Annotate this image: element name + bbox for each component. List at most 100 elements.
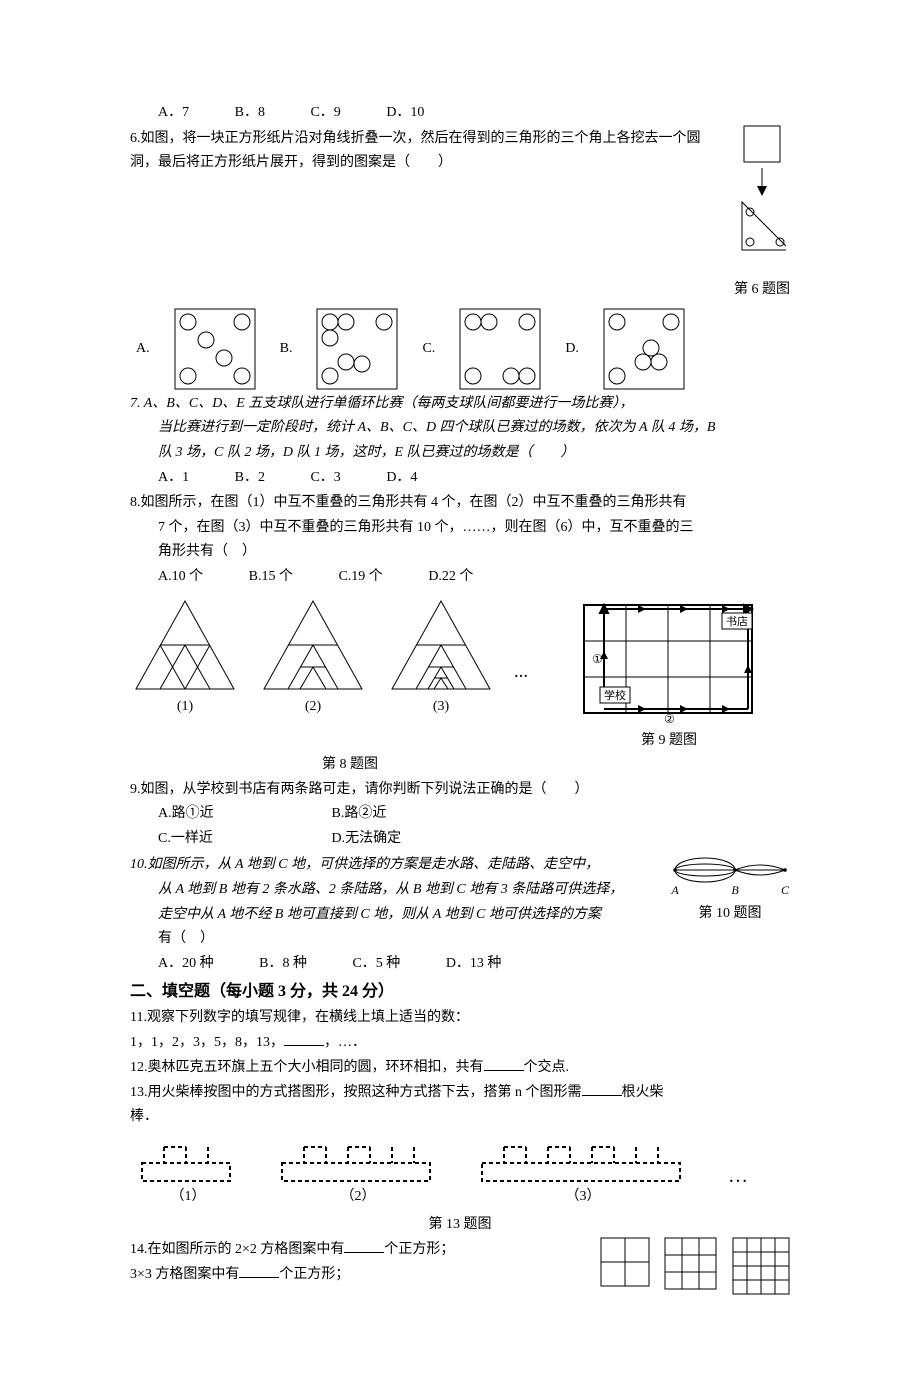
q6-block: 6.如图，将一块正方形纸片沿对角线折叠一次，然后在得到的三角形的三个角上各挖去一…: [130, 126, 790, 302]
q5-opt-b: B．8: [235, 101, 265, 125]
svg-text:C: C: [781, 883, 790, 897]
q8-l1: 8.如图所示，在图（1）中互不重叠的三角形共有 4 个，在图（2）中互不重叠的三…: [130, 491, 790, 515]
q10-opt-c: C．5 种: [352, 952, 400, 976]
q13-caption: 第 13 题图: [130, 1213, 790, 1237]
q9-caption: 第 9 题图: [641, 729, 697, 753]
q6-fig-c: [459, 308, 541, 390]
q13-sub3: （3）: [566, 1185, 601, 1209]
svg-text:②: ②: [664, 712, 675, 725]
q9-opt-a: A.路①近: [158, 802, 328, 826]
q8-fig2: (2): [258, 595, 368, 719]
q9-opt-c: C.一样近: [158, 827, 328, 851]
q14-grid-2: [600, 1237, 650, 1287]
q9-figure: 书店 学校 ① ② 第 9 题图: [574, 595, 764, 753]
q8-l3: 角形共有（ ）: [130, 540, 790, 564]
q8-dots: …: [514, 662, 528, 686]
q13-p1: 13.用火柴棒按图中的方式搭图形，按照这种方式搭下去，搭第 n 个图形需: [130, 1085, 582, 1100]
q8-options: A.10 个 B.15 个 C.19 个 D.22 个: [130, 565, 790, 589]
q13-l2: 棒．: [130, 1105, 790, 1129]
q10-options: A．20 种 B．8 种 C．5 种 D．13 种: [130, 952, 662, 976]
q6-options-figures: A. B. C. D.: [136, 308, 790, 390]
svg-text:①: ①: [592, 652, 603, 666]
q14-block: 14.在如图所示的 2×2 方格图案中有个正方形； 3×3 方格图案中有个正方形…: [130, 1237, 790, 1295]
q8-fig1: (1): [130, 595, 240, 719]
q8-opt-b: B.15 个: [249, 565, 293, 589]
q13-sub2: （2）: [341, 1185, 376, 1209]
q11-l1: 11.观察下列数字的填写规律，在横线上填上适当的数：: [130, 1006, 790, 1030]
q10-figure: A B C: [670, 852, 790, 898]
q8-l2: 7 个，在图（3）中互不重叠的三角形共有 10 个，……，则在图（6）中，互不重…: [130, 516, 790, 540]
q5-opt-c: C．9: [310, 101, 340, 125]
q11-l2: 1，1，2，3，5，8，13， ，…．: [130, 1031, 790, 1055]
q9-text: 9.如图，从学校到书店有两条路可走，请你判断下列说法正确的是（ ）: [130, 778, 790, 802]
q14-l1: 14.在如图所示的 2×2 方格图案中有 个正方形；: [130, 1238, 600, 1262]
q14-grid-4: [732, 1237, 790, 1295]
q14-blank1: [344, 1238, 384, 1253]
q14-p3: 3×3 方格图案中有: [130, 1267, 239, 1282]
q13-dots: …: [728, 1159, 748, 1193]
svg-text:书店: 书店: [726, 614, 748, 628]
q7-opt-c: C．3: [310, 466, 340, 490]
q13-fig3: [478, 1143, 688, 1185]
q6-text: 6.如图，将一块正方形纸片沿对角线折叠一次，然后在得到的三角形的三个角上各挖去一…: [130, 127, 724, 175]
q12-blank: [484, 1056, 524, 1071]
q7-l3: 队 3 场，C 队 2 场，D 队 1 场，这时，E 队已赛过的场数是（ ）: [130, 441, 790, 465]
q10-opt-d: D．13 种: [446, 952, 502, 976]
q6-label-d: D.: [565, 337, 579, 361]
q14-p2: 个正方形；: [384, 1242, 454, 1257]
q12-p1: 12.奥林匹克五环旗上五个大小相同的圆，环环相扣，共有: [130, 1060, 484, 1075]
q10-l1: 10.如图所示，从 A 地到 C 地，可供选择的方案是走水路、走陆路、走空中，: [130, 853, 662, 877]
q9-opts-row1: A.路①近 B.路②近: [130, 802, 790, 826]
svg-text:A: A: [670, 883, 679, 897]
q6-fig-d: [603, 308, 685, 390]
q10-l3: 走空中从 A 地不经 B 地可直接到 C 地，则从 A 地到 C 地可供选择的方…: [130, 903, 662, 927]
svg-text:B: B: [731, 883, 739, 897]
q12-p2: 个交点.: [524, 1060, 570, 1075]
q13-p2: 根火柴: [622, 1085, 664, 1100]
q14-p1: 14.在如图所示的 2×2 方格图案中有: [130, 1242, 344, 1257]
q10-opt-a: A．20 种: [158, 952, 214, 976]
q7-l2: 当比赛进行到一定阶段时，统计 A、B、C、D 四个球队已赛过的场数，依次为 A …: [130, 416, 790, 440]
q8-sub3: (3): [433, 695, 449, 719]
q8-sub1: (1): [177, 695, 193, 719]
q10-l2: 从 A 地到 B 地有 2 条水路、2 条陆路，从 B 地到 C 地有 3 条陆…: [130, 878, 662, 902]
q11-tail: ，…．: [324, 1035, 366, 1050]
q10-l4: 有（ ）: [130, 927, 662, 951]
q13-fig1: [138, 1143, 238, 1185]
q6-label-a: A.: [136, 337, 150, 361]
q5-opt-d: D．10: [386, 101, 424, 125]
q11-blank: [284, 1031, 324, 1046]
q6-label-c: C.: [422, 337, 435, 361]
q13-figures: （1） （2） （3） …: [138, 1143, 790, 1209]
q14-l2: 3×3 方格图案中有 个正方形；: [130, 1263, 600, 1287]
q13-fig2: [278, 1143, 438, 1185]
q13-sub1: （1）: [171, 1185, 206, 1209]
q8-caption: 第 8 题图: [0, 753, 790, 777]
q10-block: 10.如图所示，从 A 地到 C 地，可供选择的方案是走水路、走陆路、走空中， …: [130, 852, 790, 977]
q8-opt-a: A.10 个: [158, 565, 203, 589]
q13-l1: 13.用火柴棒按图中的方式搭图形，按照这种方式搭下去，搭第 n 个图形需 根火柴: [130, 1081, 790, 1105]
q8-opt-d: D.22 个: [428, 565, 473, 589]
q14-blank2: [239, 1263, 279, 1278]
q9-opts-row2: C.一样近 D.无法确定: [130, 827, 790, 851]
q8-fig3: (3): [386, 595, 496, 719]
q6-label-b: B.: [280, 337, 293, 361]
q8-opt-c: C.19 个: [338, 565, 382, 589]
q5-opt-a: A．7: [158, 101, 189, 125]
q6-caption: 第 6 题图: [734, 278, 790, 302]
q10-opt-b: B．8 种: [259, 952, 307, 976]
q9-opt-b: B.路②近: [332, 806, 387, 821]
q10-caption: 第 10 题图: [699, 902, 762, 926]
q5-options: A．7 B．8 C．9 D．10: [130, 101, 790, 125]
q11-seq: 1，1，2，3，5，8，13，: [130, 1035, 284, 1050]
section2-heading: 二、填空题（每小题 3 分，共 24 分）: [130, 978, 790, 1005]
q7-l1: 7. A、B、C、D、E 五支球队进行单循环比赛（每两支球队间都要进行一场比赛）…: [130, 392, 790, 416]
q6-fig-b: [316, 308, 398, 390]
q14-p4: 个正方形；: [279, 1267, 349, 1282]
q8-sub2: (2): [305, 695, 321, 719]
q7-options: A．1 B．2 C．3 D．4: [130, 466, 790, 490]
q14-grid-3: [664, 1237, 718, 1291]
q12: 12.奥林匹克五环旗上五个大小相同的圆，环环相扣，共有 个交点.: [130, 1056, 790, 1080]
svg-text:学校: 学校: [604, 688, 626, 702]
q7-opt-a: A．1: [158, 466, 189, 490]
